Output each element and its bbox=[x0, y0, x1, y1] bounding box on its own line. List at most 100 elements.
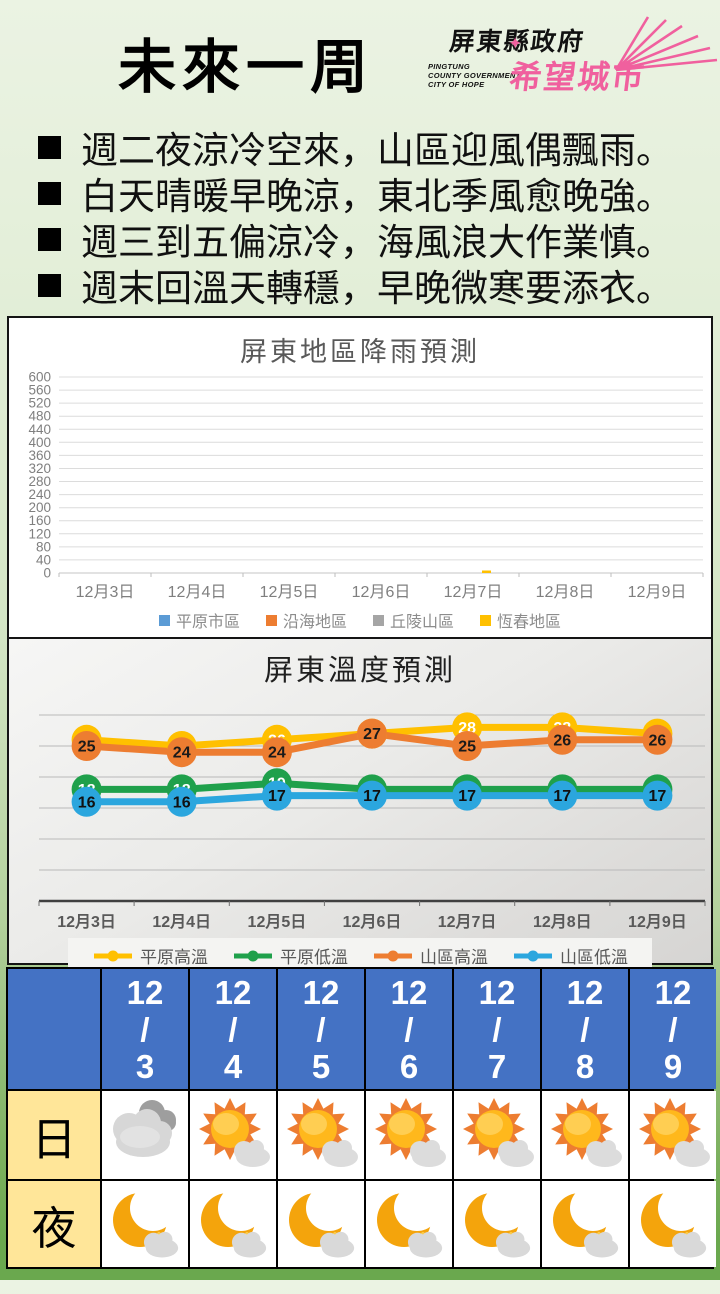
green-footer bbox=[0, 1269, 720, 1294]
svg-text:12月9日: 12月9日 bbox=[628, 584, 687, 601]
moon-cloud-icon bbox=[190, 1182, 276, 1267]
legend-line-marker-icon bbox=[94, 950, 132, 961]
svg-text:12月4日: 12月4日 bbox=[152, 913, 211, 931]
svg-text:480: 480 bbox=[28, 409, 51, 424]
moon-cloud-icon bbox=[102, 1182, 188, 1267]
weather-cell bbox=[630, 1091, 716, 1179]
sun-cloud-icon bbox=[278, 1093, 364, 1178]
weather-cell bbox=[190, 1181, 276, 1267]
date-header-cell: 12/4 bbox=[190, 969, 276, 1089]
bullet-text: 白天晴暖早晚涼，東北季風愈晚強。 bbox=[81, 177, 673, 218]
svg-text:12月7日: 12月7日 bbox=[438, 913, 497, 931]
rainfall-chart-plot: 6005605204804404003603202802402001601208… bbox=[28, 370, 704, 601]
rainfall-chart-title: 屏東地區降雨預測 bbox=[240, 337, 480, 367]
svg-text:120: 120 bbox=[28, 526, 51, 541]
legend-item: 沿海地區 bbox=[265, 608, 347, 632]
header: 未來一周 屏東縣政府 PINGTUNG COUNTY GOVERNMENT CI… bbox=[0, 0, 720, 118]
date-header-cell: 12/8 bbox=[542, 969, 628, 1089]
svg-text:12月9日: 12月9日 bbox=[628, 913, 687, 931]
sun-cloud-icon bbox=[190, 1093, 276, 1178]
svg-text:17: 17 bbox=[363, 788, 381, 805]
bullet-item: 週二夜涼冷空來，山區迎風偶飄雨。 bbox=[30, 124, 720, 172]
temperature-chart: 屏東溫度預測 12月3日 12月4日 12月5日 12月6日 12月7日 12月8日 12月… bbox=[7, 637, 713, 973]
weather-cell bbox=[542, 1181, 628, 1267]
moon-cloud-icon bbox=[454, 1182, 540, 1267]
svg-text:12月5日: 12月5日 bbox=[260, 584, 319, 601]
svg-text:520: 520 bbox=[28, 396, 51, 411]
rainfall-chart: 屏東地區降雨預測 600 560 520 480 440 400 360 320 280 240 2… bbox=[7, 316, 713, 637]
svg-text:12月6日: 12月6日 bbox=[352, 584, 411, 601]
bullet-square-icon bbox=[38, 181, 61, 205]
svg-text:25: 25 bbox=[78, 739, 96, 756]
svg-text:17: 17 bbox=[649, 788, 667, 805]
svg-text:560: 560 bbox=[28, 383, 51, 398]
weather-cell bbox=[278, 1181, 364, 1267]
weather-summary-list: 週二夜涼冷空來，山區迎風偶飄雨。 白天晴暖早晚涼，東北季風愈晚強。 週三到五偏涼冷，… bbox=[30, 124, 720, 310]
svg-text:26: 26 bbox=[649, 732, 667, 749]
svg-text:12月4日: 12月4日 bbox=[168, 584, 227, 601]
weather-cell bbox=[190, 1091, 276, 1179]
legend-swatch-icon bbox=[373, 614, 384, 626]
svg-text:200: 200 bbox=[28, 500, 51, 515]
sun-cloud-icon bbox=[454, 1093, 540, 1178]
bullet-item: 週末回溫天轉穩，早晚微寒要添衣。 bbox=[30, 262, 720, 310]
weather-cell bbox=[278, 1091, 364, 1179]
svg-text:26: 26 bbox=[553, 732, 571, 749]
svg-text:80: 80 bbox=[36, 539, 51, 554]
date-header-cell: 12/9 bbox=[630, 969, 716, 1089]
svg-text:240: 240 bbox=[28, 487, 51, 502]
moon-cloud-icon bbox=[542, 1182, 628, 1267]
legend-item: 丘陵山區 bbox=[373, 608, 454, 632]
weather-cell bbox=[102, 1181, 188, 1267]
svg-text:25: 25 bbox=[458, 739, 476, 756]
weather-cell bbox=[366, 1091, 452, 1179]
temperature-chart-legend: 平原高溫 平原低溫 山區高溫 山區低溫 bbox=[68, 938, 652, 973]
legend-swatch-icon bbox=[265, 614, 277, 626]
date-header-cell: 12/6 bbox=[366, 969, 452, 1089]
legend-line-marker-icon bbox=[374, 950, 412, 961]
weather-cell bbox=[630, 1181, 716, 1267]
legend-item: 平原高溫 bbox=[92, 943, 208, 968]
temperature-chart-plot: 12月3日 12月4日 12月5日 12月6日 12月7日 12月8日 12月9日 26 25 2… bbox=[38, 712, 706, 931]
svg-text:17: 17 bbox=[553, 788, 571, 805]
svg-text:17: 17 bbox=[458, 788, 476, 805]
bullet-item: 白天晴暖早晚涼，東北季風愈晚強。 bbox=[30, 170, 720, 218]
date-header-cell: 12/3 bbox=[102, 969, 188, 1089]
svg-text:12月5日: 12月5日 bbox=[248, 913, 307, 931]
sun-cloud-icon bbox=[630, 1093, 716, 1178]
legend-item: 山區高溫 bbox=[372, 943, 488, 968]
svg-text:12月8日: 12月8日 bbox=[533, 913, 592, 931]
county-government-logo: 屏東縣政府 PINGTUNG COUNTY GOVERNMENT CITY OF… bbox=[424, 12, 718, 110]
svg-text:600: 600 bbox=[28, 370, 51, 385]
temperature-chart-title: 屏東溫度預測 bbox=[263, 655, 456, 687]
date-header-cell: 12/7 bbox=[454, 969, 540, 1089]
weather-cell bbox=[102, 1091, 188, 1179]
row-label-cell: 夜 bbox=[8, 1181, 100, 1267]
moon-cloud-icon bbox=[630, 1182, 716, 1267]
bullet-text: 週二夜涼冷空來，山區迎風偶飄雨。 bbox=[81, 131, 673, 172]
bullet-square-icon bbox=[38, 273, 61, 297]
weather-cell bbox=[454, 1181, 540, 1267]
svg-text:0: 0 bbox=[43, 566, 51, 581]
sun-cloud-icon bbox=[366, 1093, 452, 1178]
rays-icon bbox=[614, 16, 718, 72]
weather-cell bbox=[542, 1091, 628, 1179]
date-header-cell: 12/5 bbox=[278, 969, 364, 1089]
svg-text:440: 440 bbox=[28, 422, 51, 437]
svg-text:12月3日: 12月3日 bbox=[57, 913, 116, 931]
svg-text:12月8日: 12月8日 bbox=[536, 584, 595, 601]
logo-english-text: PINGTUNG COUNTY GOVERNMENT CITY OF HOPE bbox=[428, 62, 521, 89]
legend-item: 山區低溫 bbox=[512, 943, 628, 968]
rainfall-chart-legend: 平原市區 沿海地區 丘陵山區 恆春地區 bbox=[9, 608, 711, 632]
svg-text:16: 16 bbox=[173, 794, 191, 811]
svg-text:280: 280 bbox=[28, 474, 51, 489]
table-corner-cell bbox=[8, 969, 100, 1089]
legend-item: 平原低溫 bbox=[232, 943, 348, 968]
svg-text:400: 400 bbox=[28, 435, 51, 450]
moon-cloud-icon bbox=[278, 1182, 364, 1267]
svg-text:17: 17 bbox=[268, 788, 286, 805]
legend-swatch-icon bbox=[480, 614, 492, 626]
sun-cloud-icon bbox=[542, 1093, 628, 1178]
forecast-table: 12/3 12/4 12/5 12/6 12/7 12/8 12/9 日夜 bbox=[6, 967, 716, 1269]
legend-line-marker-icon bbox=[234, 950, 272, 961]
